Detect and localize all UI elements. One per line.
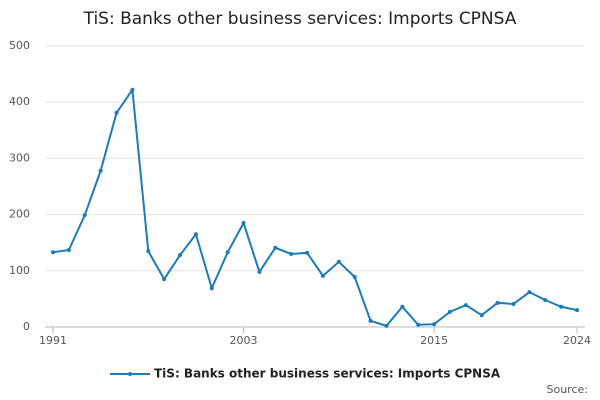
point (368, 318, 373, 323)
y-tick-label: 0 (23, 320, 30, 333)
point (479, 313, 484, 318)
x-tick-label: 1991 (39, 334, 67, 347)
point (130, 87, 135, 92)
point (416, 322, 421, 327)
chart-title: TiS: Banks other business services: Impo… (83, 9, 517, 29)
point (162, 277, 167, 282)
point (225, 250, 230, 255)
point (305, 250, 310, 255)
point (400, 304, 405, 309)
point (320, 273, 325, 278)
point (559, 304, 564, 309)
point (447, 309, 452, 314)
x-tick-label: 2003 (230, 334, 258, 347)
point (241, 221, 246, 226)
point (82, 213, 87, 218)
y-tick-label: 500 (9, 39, 30, 52)
point (273, 245, 278, 250)
x-tick-label: 2015 (420, 334, 448, 347)
point (146, 249, 151, 254)
point (51, 250, 55, 255)
point (209, 286, 214, 291)
point (527, 290, 532, 295)
point (463, 303, 468, 308)
point (114, 110, 119, 115)
legend-label: TiS: Banks other business services: Impo… (154, 367, 501, 381)
point (495, 300, 500, 305)
point (384, 323, 389, 328)
y-tick-label: 400 (9, 95, 30, 108)
point (352, 274, 357, 279)
point (336, 259, 341, 264)
y-tick-label: 300 (9, 151, 30, 164)
y-tick-label: 100 (9, 264, 30, 277)
point (543, 298, 548, 303)
point (575, 308, 579, 313)
source: Source: (547, 383, 589, 396)
line (52, 87, 578, 328)
point (98, 168, 103, 173)
point (511, 301, 516, 306)
legend-marker (128, 372, 132, 376)
point (432, 322, 437, 327)
point (193, 232, 198, 237)
point (289, 251, 294, 256)
x-tick-label: 2024 (563, 334, 591, 347)
point (66, 248, 71, 253)
point (257, 269, 262, 274)
point (178, 253, 183, 258)
y-tick-label: 200 (9, 208, 30, 221)
